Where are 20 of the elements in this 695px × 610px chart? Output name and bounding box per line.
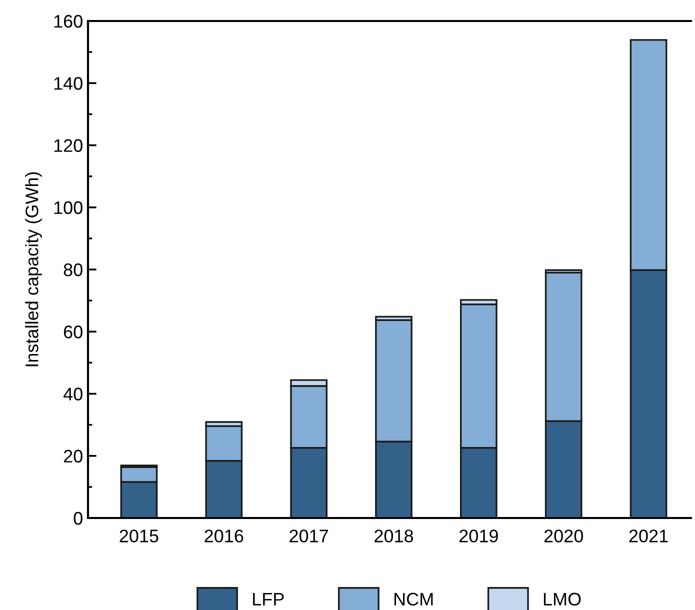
x-tick-label: 2015: [120, 530, 158, 542]
y-tick-label: 140: [54, 77, 82, 90]
y-tick-label: 120: [54, 139, 82, 152]
legend-label: LMO: [544, 592, 581, 606]
y-tick-label: 0: [74, 512, 82, 525]
y-tick-label: 160: [54, 14, 82, 28]
y-tick-label: 20: [64, 450, 82, 463]
x-tick-label: 2018: [374, 530, 414, 542]
legend-label: NCM: [394, 592, 433, 606]
y-tick-label: 80: [64, 263, 82, 276]
y-axis-title: Installed capacity (GWh): [25, 172, 42, 366]
x-tick-label: 2016: [204, 530, 244, 542]
x-tick-label: 2019: [460, 530, 498, 542]
x-tick-label: 2020: [544, 530, 583, 542]
x-tick-label: 2021: [629, 530, 668, 542]
y-tick-label: 60: [64, 326, 82, 338]
x-tick-label: 2017: [290, 530, 328, 542]
y-tick-label: 40: [63, 388, 82, 400]
y-tick-label: 100: [54, 201, 82, 214]
legend-label: LFP: [253, 592, 284, 606]
